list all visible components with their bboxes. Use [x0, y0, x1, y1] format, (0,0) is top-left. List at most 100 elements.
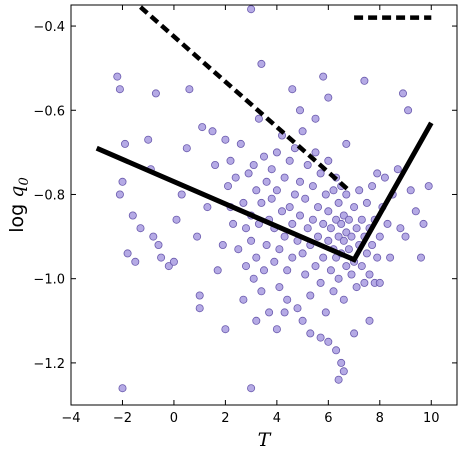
data-point	[350, 203, 359, 212]
data-point	[252, 253, 261, 262]
data-point	[223, 182, 232, 191]
data-point	[295, 211, 304, 220]
data-point	[229, 219, 238, 228]
y-tick-label: −0.6	[33, 104, 65, 119]
data-point	[306, 291, 315, 300]
data-point	[275, 245, 284, 254]
data-point	[301, 270, 310, 279]
data-point	[380, 173, 389, 182]
data-point	[365, 270, 374, 279]
data-point	[177, 190, 186, 199]
data-point	[344, 215, 353, 224]
data-point	[316, 278, 325, 287]
data-point	[324, 236, 333, 245]
data-point	[373, 169, 382, 178]
data-point	[169, 257, 178, 266]
data-point	[262, 177, 271, 186]
data-point	[398, 89, 407, 98]
data-point	[182, 144, 191, 153]
data-point	[157, 253, 166, 262]
x-tick-label: −2	[113, 411, 132, 426]
data-point	[339, 295, 348, 304]
plot-frame	[70, 4, 458, 406]
data-point	[362, 249, 371, 258]
data-point	[368, 240, 377, 249]
x-axis-label: T	[258, 429, 272, 451]
data-point	[244, 169, 253, 178]
data-point	[272, 148, 281, 157]
data-point	[334, 375, 343, 384]
data-point	[231, 173, 240, 182]
data-point	[118, 177, 127, 186]
data-point	[324, 207, 333, 216]
y-axis-label-symbol: q	[6, 186, 28, 198]
data-point	[316, 169, 325, 178]
data-point	[252, 316, 261, 325]
data-point	[293, 304, 302, 313]
data-point	[239, 198, 248, 207]
data-point	[272, 325, 281, 334]
x-tick-label: −4	[61, 411, 80, 426]
data-point	[321, 190, 330, 199]
data-point	[283, 266, 292, 275]
y-axis-label-subscript: 0	[17, 177, 32, 185]
data-point	[357, 215, 366, 224]
data-point	[267, 194, 276, 203]
data-point	[193, 232, 202, 241]
y-axis-label: log q0	[6, 177, 32, 232]
data-point	[208, 127, 217, 136]
x-tick-label: 10	[423, 411, 440, 426]
data-point	[319, 72, 328, 81]
data-point	[295, 177, 304, 186]
data-point	[298, 316, 307, 325]
data-point	[280, 173, 289, 182]
data-point	[241, 262, 250, 271]
data-point	[198, 123, 207, 132]
data-point	[288, 253, 297, 262]
data-point	[285, 156, 294, 165]
data-point	[136, 224, 145, 233]
data-point	[218, 240, 227, 249]
data-point	[324, 156, 333, 165]
data-point	[308, 182, 317, 191]
data-point	[360, 76, 369, 85]
data-point	[254, 114, 263, 123]
data-point	[301, 194, 310, 203]
fit-lines	[95, 5, 434, 263]
data-point	[298, 249, 307, 258]
data-point	[275, 283, 284, 292]
data-point	[211, 160, 220, 169]
data-point	[337, 358, 346, 367]
data-point	[329, 186, 338, 195]
data-point	[337, 219, 346, 228]
data-point	[267, 165, 276, 174]
data-point	[355, 186, 364, 195]
data-point	[373, 253, 382, 262]
solid-fit-line	[95, 121, 434, 263]
data-point	[203, 203, 212, 212]
y-tick-label: −1.0	[33, 273, 65, 288]
data-point	[324, 337, 333, 346]
data-point	[247, 384, 256, 393]
data-point	[375, 232, 384, 241]
data-point	[347, 270, 356, 279]
data-point	[313, 203, 322, 212]
y-axis-label-prefix: log	[6, 198, 28, 233]
data-point	[311, 262, 320, 271]
data-point	[277, 207, 286, 216]
data-point	[154, 240, 163, 249]
data-point	[113, 72, 122, 81]
data-point	[128, 211, 137, 220]
data-point	[185, 85, 194, 94]
data-point	[342, 139, 351, 148]
data-point	[311, 148, 320, 157]
data-point	[401, 232, 410, 241]
data-point	[249, 274, 258, 283]
data-point	[362, 198, 371, 207]
data-point	[393, 165, 402, 174]
data-point	[339, 236, 348, 245]
data-point	[344, 245, 353, 254]
data-point	[303, 224, 312, 233]
data-point	[257, 59, 266, 68]
